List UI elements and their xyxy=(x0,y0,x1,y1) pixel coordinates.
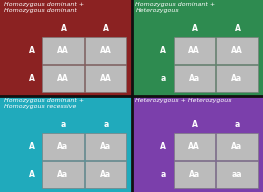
Text: Heterozygous + Heterozygous: Heterozygous + Heterozygous xyxy=(135,98,232,103)
FancyBboxPatch shape xyxy=(42,133,84,160)
FancyBboxPatch shape xyxy=(42,65,84,92)
Text: a: a xyxy=(160,74,166,83)
FancyBboxPatch shape xyxy=(216,65,258,92)
Text: A: A xyxy=(29,142,34,151)
FancyBboxPatch shape xyxy=(42,37,84,64)
Text: AA: AA xyxy=(57,46,69,55)
Text: AA: AA xyxy=(188,142,200,151)
FancyBboxPatch shape xyxy=(216,37,258,64)
Text: A: A xyxy=(192,24,198,33)
Text: AA: AA xyxy=(57,74,69,83)
FancyBboxPatch shape xyxy=(174,65,215,92)
Text: A: A xyxy=(29,46,34,55)
FancyBboxPatch shape xyxy=(216,133,258,160)
Text: Homozygous dominant +
Homozygous dominant: Homozygous dominant + Homozygous dominan… xyxy=(4,2,84,13)
Text: Aa: Aa xyxy=(57,170,68,179)
Text: Aa: Aa xyxy=(100,142,111,151)
Text: A: A xyxy=(29,170,34,179)
Text: Aa: Aa xyxy=(57,142,68,151)
FancyBboxPatch shape xyxy=(174,161,215,188)
Text: AA: AA xyxy=(188,46,200,55)
Text: A: A xyxy=(192,120,198,129)
Text: A: A xyxy=(235,24,241,33)
Text: Aa: Aa xyxy=(231,142,242,151)
Text: A: A xyxy=(29,74,34,83)
Text: Aa: Aa xyxy=(189,74,200,83)
Text: a: a xyxy=(104,120,109,129)
FancyBboxPatch shape xyxy=(42,161,84,188)
Text: a: a xyxy=(61,120,66,129)
Text: Aa: Aa xyxy=(231,74,242,83)
FancyBboxPatch shape xyxy=(216,161,258,188)
FancyBboxPatch shape xyxy=(85,133,126,160)
FancyBboxPatch shape xyxy=(174,133,215,160)
Text: AA: AA xyxy=(100,74,112,83)
Text: Homozygous dominant +
Homozygous recessive: Homozygous dominant + Homozygous recessi… xyxy=(4,98,84,109)
Text: a: a xyxy=(160,170,166,179)
Text: Aa: Aa xyxy=(189,170,200,179)
Text: A: A xyxy=(103,24,109,33)
Text: A: A xyxy=(160,46,166,55)
FancyBboxPatch shape xyxy=(85,161,126,188)
Text: AA: AA xyxy=(100,46,112,55)
Text: aa: aa xyxy=(232,170,242,179)
FancyBboxPatch shape xyxy=(85,65,126,92)
Text: Homozygous dominant +
Heterozygous: Homozygous dominant + Heterozygous xyxy=(135,2,216,13)
Text: AA: AA xyxy=(231,46,243,55)
Text: Aa: Aa xyxy=(100,170,111,179)
Text: A: A xyxy=(60,24,66,33)
FancyBboxPatch shape xyxy=(85,37,126,64)
FancyBboxPatch shape xyxy=(174,37,215,64)
Text: a: a xyxy=(235,120,240,129)
Text: A: A xyxy=(160,142,166,151)
